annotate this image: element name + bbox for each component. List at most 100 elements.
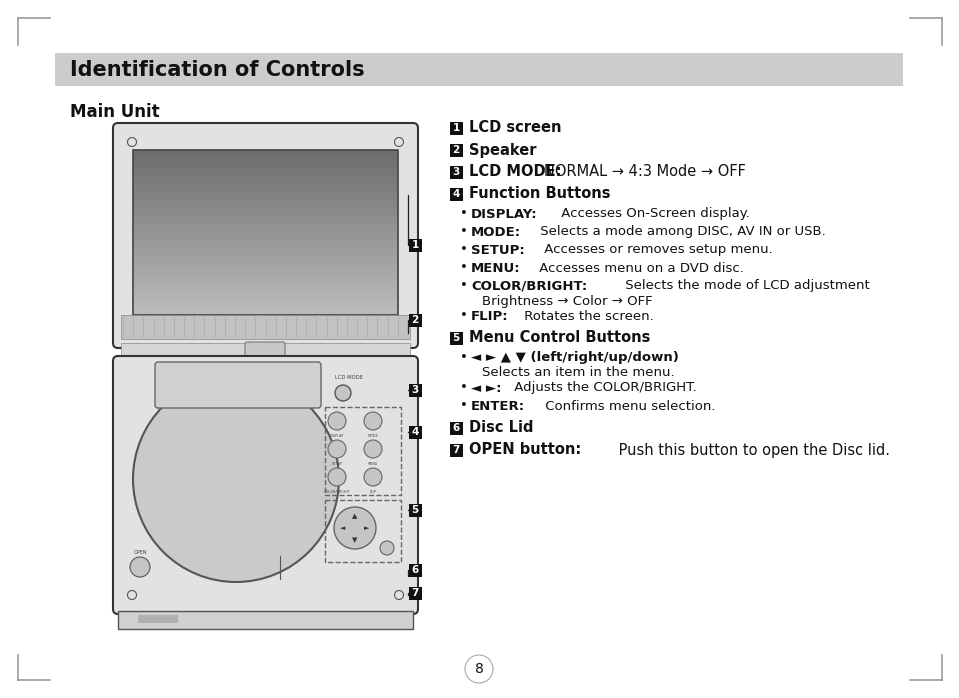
Bar — [409, 504, 422, 517]
Bar — [138, 615, 178, 623]
Text: ◄: ◄ — [340, 525, 345, 531]
Text: 5: 5 — [411, 505, 419, 515]
Text: ENTER:: ENTER: — [471, 399, 526, 413]
Text: 1: 1 — [411, 240, 419, 250]
Text: Accesses On-Screen display.: Accesses On-Screen display. — [557, 207, 750, 221]
Ellipse shape — [133, 376, 339, 582]
Bar — [133, 150, 398, 315]
Text: Accesses menu on a DVD disc.: Accesses menu on a DVD disc. — [535, 262, 744, 274]
Bar — [133, 249, 398, 258]
Text: OPEN: OPEN — [133, 551, 147, 556]
Bar — [133, 258, 398, 266]
Text: 1: 1 — [453, 123, 459, 133]
Text: MODE: MODE — [367, 434, 379, 438]
Text: •: • — [460, 262, 468, 274]
Bar — [121, 315, 410, 339]
Bar — [133, 274, 398, 283]
Bar — [121, 343, 410, 361]
Bar — [450, 166, 463, 179]
Text: •: • — [460, 399, 468, 413]
Circle shape — [364, 440, 382, 458]
Circle shape — [128, 591, 136, 600]
Text: COLOR/BRIGHT:: COLOR/BRIGHT: — [471, 279, 587, 292]
Circle shape — [465, 655, 493, 683]
Text: MENU: MENU — [368, 462, 378, 466]
Text: SETUP:: SETUP: — [471, 244, 525, 256]
Bar — [133, 306, 398, 315]
Bar — [409, 587, 422, 600]
Text: ◄ ► ▲ ▼ (left/right/up/down): ◄ ► ▲ ▼ (left/right/up/down) — [471, 352, 679, 364]
Text: •: • — [460, 279, 468, 292]
Text: Speaker: Speaker — [469, 142, 536, 158]
Text: Push this button to open the Disc lid.: Push this button to open the Disc lid. — [614, 443, 890, 457]
Text: Identification of Controls: Identification of Controls — [70, 60, 364, 80]
Text: LCD screen: LCD screen — [469, 121, 562, 135]
Circle shape — [328, 440, 346, 458]
Text: •: • — [460, 309, 468, 322]
Bar — [450, 144, 463, 157]
Bar — [409, 239, 422, 252]
Bar — [409, 426, 422, 439]
Text: Accesses or removes setup menu.: Accesses or removes setup menu. — [540, 244, 773, 256]
Text: ◄ ►:: ◄ ►: — [471, 382, 502, 394]
Bar — [133, 150, 398, 158]
Text: ▲: ▲ — [352, 513, 358, 519]
Circle shape — [335, 385, 351, 401]
Text: 5: 5 — [453, 333, 459, 343]
Circle shape — [364, 468, 382, 486]
Bar — [133, 191, 398, 200]
Text: •: • — [460, 225, 468, 239]
Text: LCD MODE:: LCD MODE: — [469, 165, 572, 179]
Text: 7: 7 — [453, 445, 459, 455]
Circle shape — [394, 138, 404, 147]
Text: COLOR/BRIGHT: COLOR/BRIGHT — [323, 490, 350, 494]
Bar — [409, 314, 422, 327]
Bar — [118, 611, 413, 629]
Text: 3: 3 — [453, 167, 459, 177]
Text: 2: 2 — [411, 315, 419, 325]
FancyBboxPatch shape — [155, 362, 321, 408]
FancyBboxPatch shape — [113, 356, 418, 614]
Text: SETUP: SETUP — [332, 462, 342, 466]
Text: 3: 3 — [411, 385, 419, 395]
FancyBboxPatch shape — [113, 123, 418, 348]
Bar — [450, 188, 463, 201]
Text: 6: 6 — [411, 565, 419, 575]
Bar — [450, 122, 463, 135]
Text: Menu Control Buttons: Menu Control Buttons — [469, 330, 650, 346]
Text: ▼: ▼ — [352, 537, 358, 543]
Text: 4: 4 — [453, 189, 459, 199]
Text: 4: 4 — [411, 427, 419, 437]
Bar — [450, 422, 463, 435]
Bar — [409, 384, 422, 397]
Text: FLIP:: FLIP: — [471, 309, 508, 322]
Text: MENU:: MENU: — [471, 262, 521, 274]
Bar — [133, 208, 398, 216]
Text: Main Unit: Main Unit — [70, 103, 159, 121]
Text: 8: 8 — [475, 662, 483, 676]
Text: •: • — [460, 352, 468, 364]
Text: Selects an item in the menu.: Selects an item in the menu. — [482, 366, 674, 380]
Bar — [133, 241, 398, 249]
Text: •: • — [460, 382, 468, 394]
Text: Selects a mode among DISC, AV IN or USB.: Selects a mode among DISC, AV IN or USB. — [536, 225, 826, 239]
Text: Brightness → Color → OFF: Brightness → Color → OFF — [482, 295, 653, 308]
Bar — [133, 183, 398, 192]
Circle shape — [328, 468, 346, 486]
Text: DISPLAY: DISPLAY — [330, 434, 344, 438]
Bar — [450, 444, 463, 457]
Bar — [409, 564, 422, 577]
Bar — [55, 53, 903, 86]
Text: 2: 2 — [453, 145, 459, 155]
Text: •: • — [460, 244, 468, 256]
Circle shape — [130, 557, 150, 577]
Text: Selects the mode of LCD adjustment: Selects the mode of LCD adjustment — [621, 279, 870, 292]
Bar — [133, 282, 398, 291]
Circle shape — [328, 412, 346, 430]
Text: 7: 7 — [411, 588, 419, 598]
Bar — [450, 332, 463, 345]
Text: ►: ► — [364, 525, 369, 531]
FancyBboxPatch shape — [245, 342, 285, 360]
Text: Function Buttons: Function Buttons — [469, 186, 611, 202]
Bar — [133, 158, 398, 167]
